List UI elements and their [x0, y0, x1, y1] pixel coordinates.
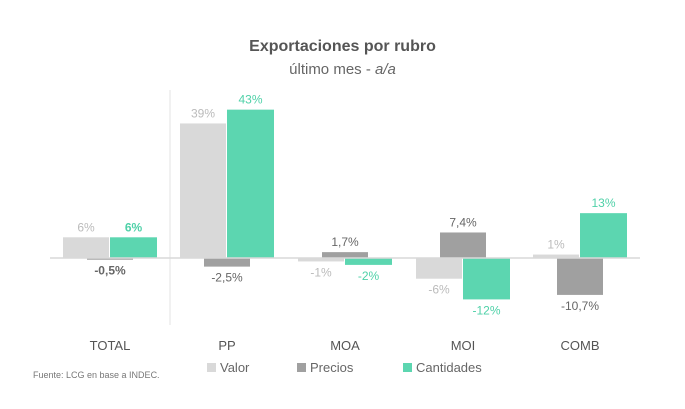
data-label: 1% [547, 238, 565, 252]
bar-valor-moa [298, 258, 344, 262]
bar-cantidades-moi [463, 258, 510, 300]
bar-cantidades-pp [227, 109, 274, 259]
data-label: -2% [358, 269, 380, 283]
data-label: 39% [191, 106, 215, 120]
category-label: MOI [451, 338, 476, 353]
bar-valor-moi [416, 258, 462, 279]
legend-swatch [403, 363, 412, 372]
legend-label: Valor [220, 360, 250, 375]
bar-cantidades-comb [580, 213, 627, 258]
subtitle-italic: a/a [375, 61, 396, 78]
legend-item-valor: Valor [207, 360, 249, 375]
data-label: -10,7% [561, 299, 599, 313]
legend-item-precios: Precios [297, 360, 353, 375]
chart-subtitle: último mes - a/a [0, 61, 685, 78]
source-note: Fuente: LCG en base a INDEC. [33, 370, 160, 380]
bar-precios-comb [557, 258, 603, 295]
data-label: 1,7% [331, 235, 359, 249]
bar-precios-moa [322, 252, 368, 258]
data-label: 6% [125, 220, 143, 234]
legend-label: Precios [310, 360, 354, 375]
bar-valor-pp [180, 123, 226, 258]
data-label: 13% [591, 196, 615, 210]
chart-title: Exportaciones por rubro [249, 38, 436, 55]
bar-precios-pp [204, 258, 250, 267]
data-label: -0,5% [94, 264, 126, 278]
data-label: 6% [77, 220, 95, 234]
data-label: -1% [310, 265, 332, 279]
bar-valor-total [63, 237, 109, 258]
bar-precios-moi [440, 232, 486, 258]
category-label: MOA [330, 338, 360, 353]
legend-swatch [207, 363, 216, 372]
legend-label: Cantidades [416, 360, 482, 375]
subtitle-text: último mes - [289, 61, 375, 78]
data-label: -12% [472, 303, 500, 317]
data-label: -2,5% [211, 271, 243, 285]
category-label: TOTAL [90, 338, 131, 353]
data-label: 43% [238, 93, 262, 107]
bar-cantidades-moa [345, 258, 392, 265]
bar-valor-comb [533, 254, 579, 258]
legend-item-cantidades: Cantidades [403, 360, 482, 375]
category-label: PP [218, 338, 235, 353]
data-label: 7,4% [449, 215, 477, 229]
category-label: COMB [561, 338, 600, 353]
bar-precios-total [87, 258, 133, 260]
bar-cantidades-total [110, 237, 157, 258]
data-label: -6% [428, 283, 450, 297]
legend-swatch [297, 363, 306, 372]
